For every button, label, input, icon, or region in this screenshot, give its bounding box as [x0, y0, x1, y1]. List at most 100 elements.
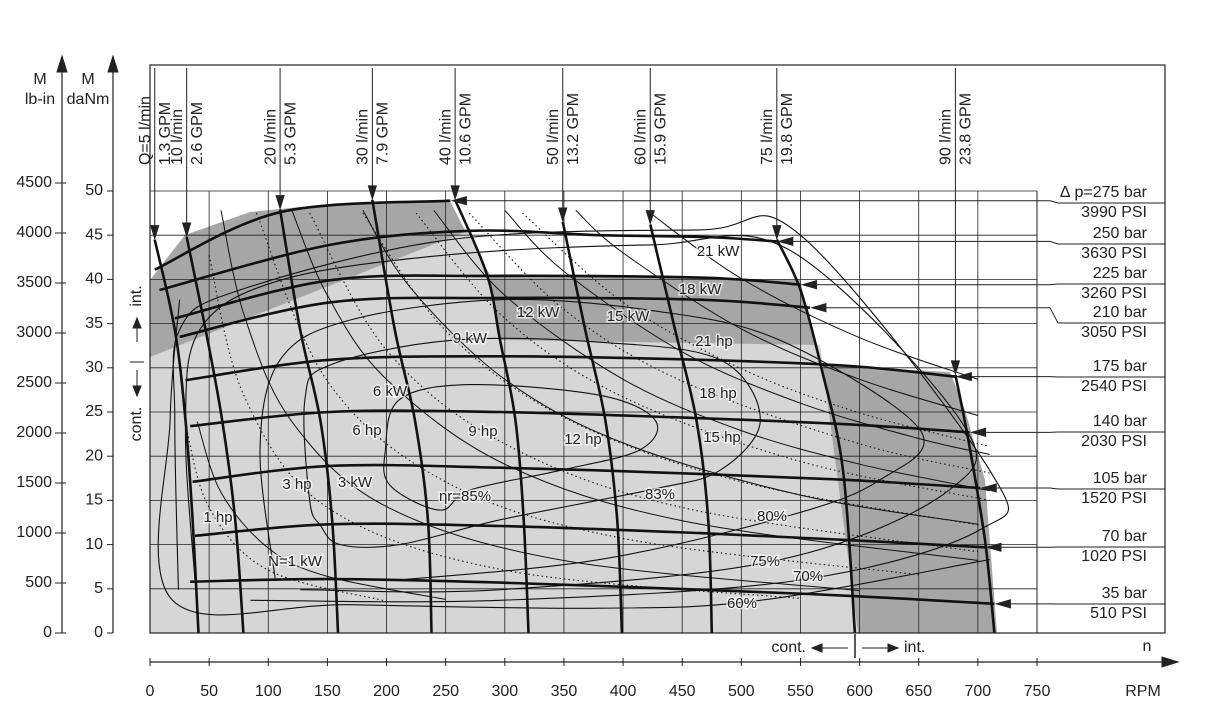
power-kw-curve: [220, 210, 860, 592]
pressure-bar-label: 70 bar: [1102, 528, 1148, 545]
x-tick-label: 550: [787, 683, 814, 700]
x-tick-label: 600: [846, 683, 873, 700]
pressure-arrowhead: [800, 280, 817, 290]
y2-tick-label: 1000: [16, 524, 52, 541]
y-tick-label: 15: [85, 492, 103, 509]
flow-arrowhead: [772, 225, 782, 241]
flow-arrowhead: [181, 222, 192, 238]
power-kw-label: 15 kW: [607, 308, 650, 325]
flow-lpm-label: 30 l/min: [355, 109, 372, 165]
flow-gpm-label: 15.9 GPM: [652, 93, 669, 165]
y2-tick-label: 3500: [16, 274, 52, 291]
power-kw-label: 6 kW: [373, 383, 408, 400]
flow-lpm-label: 40 l/min: [437, 109, 454, 165]
y2-tick-label: 2000: [16, 424, 52, 441]
power-hp-label: 1 hp: [203, 509, 232, 526]
y2-tick-label: 4500: [16, 174, 52, 191]
flow-gpm-label: 13.2 GPM: [565, 93, 582, 165]
pressure-curve: [192, 463, 981, 490]
power-kw-curve: [575, 210, 979, 416]
y-tick-label: 5: [94, 580, 103, 597]
flow-curve: [278, 209, 340, 633]
pressure-curve: [194, 522, 986, 549]
pressure-curve: [179, 296, 810, 339]
cont-label-bottom: cont.: [771, 639, 806, 656]
x-tick-label: 450: [669, 683, 696, 700]
pressure-bar-label: 210 bar: [1093, 304, 1148, 321]
power-hp-curve: [208, 255, 801, 600]
y2-tick-label: 3000: [16, 324, 52, 341]
power-kw-curve: [646, 209, 979, 380]
flow-arrowhead: [450, 185, 460, 201]
x-title: n: [1143, 638, 1152, 655]
power-kw-label: 9 kW: [453, 330, 488, 347]
pressure-leader: [810, 283, 1165, 286]
power-kw-label: 3 kW: [338, 474, 373, 491]
efficiency-label: 80%: [757, 508, 787, 525]
power-hp-curve: [184, 423, 387, 602]
pressure-psi-label: 2030 PSI: [1081, 433, 1147, 450]
flow-arrowhead: [275, 195, 285, 211]
x-tick-label: 250: [432, 683, 459, 700]
flow-gpm-label: 7.9 GPM: [375, 102, 392, 165]
flow-arrowhead: [367, 185, 378, 201]
power-kw-curve: [433, 210, 990, 492]
y-tick-label: 10: [85, 536, 103, 553]
power-hp-curve: [522, 212, 990, 448]
pressure-arrowhead: [776, 236, 794, 247]
cont-arrowhead: [132, 385, 142, 398]
power-kw-curve: [504, 210, 990, 455]
y2-title: M: [33, 71, 46, 88]
flow-curve: [185, 236, 245, 633]
pressure-bar-label: 225 bar: [1093, 265, 1148, 282]
pressure-leader: [819, 307, 1165, 324]
x-axis-arrow: [1161, 656, 1180, 668]
power-kw-label: 21 kW: [697, 243, 740, 260]
flow-lpm-label: Q=5 l/min: [137, 96, 154, 165]
pressure-psi-label: 510 PSI: [1090, 605, 1147, 622]
efficiency-contour: [157, 299, 990, 616]
x-tick-label: 650: [905, 683, 932, 700]
pressure-arrowhead: [955, 371, 972, 382]
pressure-arrowhead: [810, 303, 827, 313]
pressure-arrowhead: [985, 542, 1002, 552]
power-hp-label: 15 hp: [703, 429, 741, 446]
x-tick-label: 150: [314, 683, 341, 700]
power-hp-curve: [415, 212, 990, 501]
pressure-bar-label: 105 bar: [1093, 470, 1148, 487]
cont-arrowhead-bottom: [810, 643, 823, 653]
y-tick-label: 35: [85, 315, 103, 332]
y-tick-label: 25: [85, 403, 103, 420]
x-tick-label: 350: [551, 683, 578, 700]
pressure-bar-label: ∆ p=275 bar: [1060, 184, 1147, 201]
x-tick-label: 400: [610, 683, 637, 700]
frame: [149, 64, 1166, 634]
y2-tick-label: 4000: [16, 224, 52, 241]
efficiency-contour: [172, 215, 1009, 603]
flow-curve: [775, 239, 857, 633]
y2-tick-label: 2500: [16, 374, 52, 391]
pressure-psi-label: 1520 PSI: [1081, 490, 1147, 507]
y-tick-label: 30: [85, 359, 103, 376]
pressure-psi-label: 3260 PSI: [1081, 285, 1147, 302]
flow-lpm-label: 75 l/min: [759, 109, 776, 165]
flow-gpm-label: 2.6 GPM: [189, 102, 206, 165]
power-kw-label: N=1 kW: [268, 553, 323, 570]
x-unit: RPM: [1125, 683, 1161, 700]
flow-curve: [561, 221, 624, 633]
power-hp-label: 18 hp: [699, 385, 737, 402]
int-arrowhead-bottom: [887, 643, 900, 653]
flow-arrowhead: [645, 210, 655, 226]
power-hp-label: 3 hp: [282, 476, 311, 493]
pressure-psi-label: 3050 PSI: [1081, 324, 1147, 341]
pressure-bar-label: 250 bar: [1093, 225, 1148, 242]
power-hp-curve: [362, 212, 990, 528]
power-kw-curve: [362, 210, 978, 525]
x-tick-label: 750: [1024, 683, 1051, 700]
flow-curve: [954, 374, 996, 633]
efficiency-label: ηr=85%: [439, 488, 491, 505]
flow-lpm-label: 90 l/min: [938, 109, 955, 165]
y2-axis-arrow: [56, 54, 68, 73]
pressure-arrowhead: [994, 599, 1011, 609]
